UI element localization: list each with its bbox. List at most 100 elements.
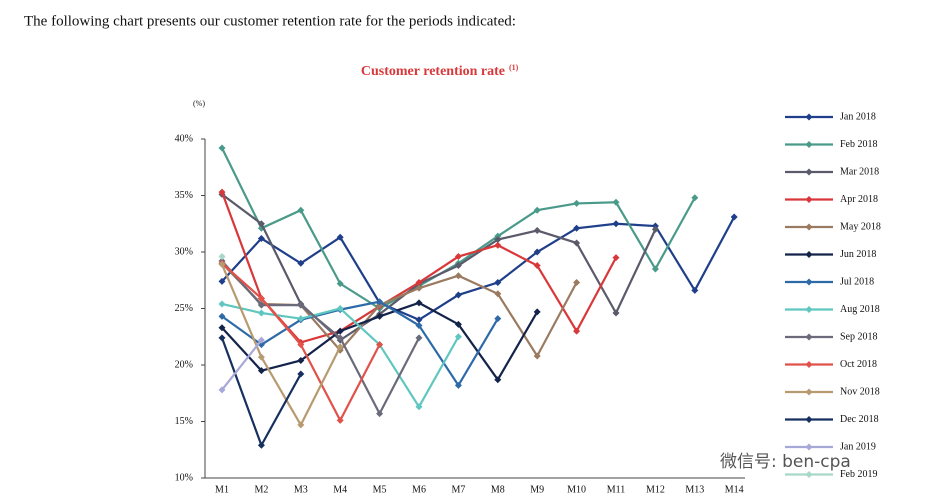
legend-marker <box>805 141 813 148</box>
legend-marker <box>805 168 813 176</box>
legend-marker <box>805 361 813 368</box>
point-marker <box>573 279 581 287</box>
point-marker <box>612 198 620 206</box>
point-marker <box>494 290 502 298</box>
x-tick-label: M4 <box>333 484 347 495</box>
point-marker <box>297 259 305 267</box>
series-line <box>221 147 696 310</box>
point-marker <box>218 277 226 285</box>
point-marker <box>454 253 462 261</box>
watermark: 微信号: ben-cpa <box>720 452 851 472</box>
point-marker <box>494 236 502 244</box>
point-marker <box>336 327 344 335</box>
point-marker <box>415 279 423 287</box>
legend-marker <box>805 388 813 396</box>
y-axis-label: (%) <box>193 99 205 108</box>
point-marker <box>533 227 541 235</box>
point-marker <box>533 206 541 214</box>
y-tick-label: 40% <box>175 133 193 144</box>
y-tick-label: 10% <box>175 472 193 483</box>
legend-label: May 2018 <box>840 221 881 232</box>
point-marker <box>297 370 305 378</box>
legend-label: Feb 2018 <box>840 139 878 150</box>
point-marker <box>651 265 659 273</box>
legend-label: Jul 2018 <box>840 276 874 287</box>
point-marker <box>218 312 226 320</box>
x-tick-label: M8 <box>491 484 505 495</box>
x-tick-label: M13 <box>685 484 704 495</box>
legend-marker <box>805 251 813 258</box>
point-marker <box>415 284 423 292</box>
point-marker <box>257 294 265 302</box>
point-marker <box>218 334 226 342</box>
point-marker <box>336 280 344 288</box>
point-marker <box>297 341 305 349</box>
series-line <box>221 302 460 409</box>
legend-marker <box>805 196 813 203</box>
point-marker <box>454 291 462 299</box>
x-tick-label: M1 <box>215 484 229 495</box>
point-marker <box>336 305 344 312</box>
y-tick-label: 25% <box>175 303 193 314</box>
point-marker <box>257 336 265 344</box>
point-marker <box>415 299 423 307</box>
series-line <box>220 263 342 428</box>
x-tick-label: M2 <box>254 484 268 495</box>
point-marker <box>218 300 226 308</box>
x-tick-label: M7 <box>451 484 465 495</box>
point-marker <box>336 233 344 241</box>
y-tick-label: 15% <box>175 416 193 427</box>
point-marker <box>454 262 462 270</box>
series-line <box>221 260 420 416</box>
point-marker <box>494 376 502 384</box>
point-marker <box>494 241 502 249</box>
series-line <box>221 193 657 342</box>
point-marker <box>218 386 226 394</box>
x-tick-label: M9 <box>530 484 544 495</box>
legend-marker <box>805 278 813 286</box>
point-marker <box>376 298 384 306</box>
point-marker <box>415 334 423 342</box>
point-marker <box>218 144 226 152</box>
legend-label: Aug 2018 <box>840 304 880 315</box>
point-marker <box>257 353 265 361</box>
point-marker <box>691 286 699 294</box>
legend-marker <box>805 113 813 121</box>
chart-title: Customer retention rate <box>361 64 505 79</box>
legend-marker <box>805 223 813 231</box>
point-marker <box>573 224 581 232</box>
point-marker <box>573 199 581 207</box>
point-marker <box>454 333 462 341</box>
x-tick-label: M12 <box>646 484 665 495</box>
point-marker <box>218 188 226 196</box>
point-marker <box>297 301 305 309</box>
point-marker <box>415 321 423 329</box>
x-tick-label: M11 <box>607 484 626 495</box>
x-tick-label: M10 <box>567 484 586 495</box>
legend-label: Sep 2018 <box>840 331 878 342</box>
point-marker <box>218 253 226 261</box>
point-marker <box>336 343 344 351</box>
point-marker <box>257 309 265 317</box>
series-line <box>221 216 736 322</box>
point-marker <box>297 356 305 364</box>
legend-marker <box>805 443 813 451</box>
point-marker <box>454 272 462 280</box>
legend-label: Dec 2018 <box>840 414 879 425</box>
legend-label: Jan 2018 <box>840 111 876 122</box>
point-marker <box>257 301 265 309</box>
legend-label: Jan 2019 <box>840 441 876 452</box>
title-note: (1) <box>509 63 519 72</box>
legend-label: Jun 2018 <box>840 249 876 260</box>
legend-marker <box>805 416 813 423</box>
legend-label: Oct 2018 <box>840 359 877 370</box>
point-marker <box>651 225 659 233</box>
legend-label: Feb 2019 <box>840 469 878 480</box>
legend-marker <box>805 471 813 478</box>
point-marker <box>730 213 738 221</box>
x-tick-label: M3 <box>294 484 308 495</box>
intro-text: The following chart presents our custome… <box>24 13 516 29</box>
point-marker <box>454 381 462 389</box>
point-marker <box>297 315 305 323</box>
point-marker <box>533 248 541 256</box>
